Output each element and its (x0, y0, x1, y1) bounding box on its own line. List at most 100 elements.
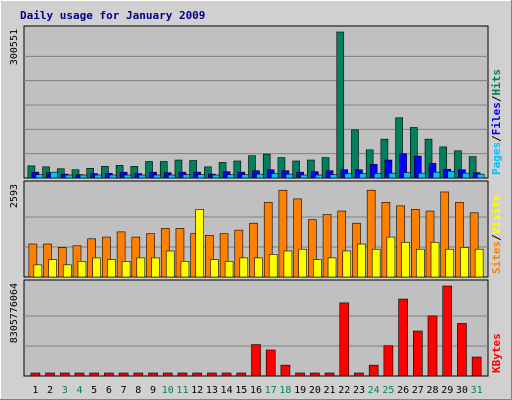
visits-bar (386, 236, 396, 278)
day-label: 19 (294, 385, 306, 396)
kbytes-bar (471, 356, 482, 377)
pages-bar (388, 172, 397, 179)
sites-bar (116, 231, 126, 278)
pages-bar (359, 173, 367, 179)
hits-bar (395, 117, 403, 179)
kbytes-bar (324, 372, 335, 377)
day-labels: 1 2 3 4 5 6 7 8 9 10 11 12 13 14 15 16 17 18 19 20 21 22 23 24 2… (32, 385, 482, 396)
kbytes-bar (310, 372, 320, 377)
day-label: 29 (441, 385, 453, 396)
kbytes-bar (280, 364, 291, 377)
pages-bar (109, 174, 117, 179)
day-label: 24 (368, 385, 380, 396)
day-label: 12 (191, 385, 203, 396)
hits-bar (351, 129, 359, 179)
plot-area (23, 25, 489, 179)
pages-bar (315, 174, 323, 179)
kbytes-bar (236, 372, 247, 377)
sites-bar (102, 236, 111, 278)
day-label: 22 (338, 385, 350, 396)
pages-bar (212, 174, 220, 179)
y-max-label: 300551 (9, 29, 20, 65)
files-bar (369, 164, 378, 179)
sites-bar (28, 243, 38, 278)
sites-bar (146, 233, 155, 278)
visits-bar (268, 254, 278, 278)
visits-bar (357, 243, 366, 278)
sites-bar (411, 209, 420, 278)
chart-panels: 300551Pages/Files/Hits2593Sites/Visits83… (9, 25, 503, 377)
day-label: 21 (324, 385, 336, 396)
hits-bar (321, 157, 330, 179)
visits-bar (77, 261, 87, 278)
hits-bar (86, 167, 94, 179)
kbytes-bar (265, 349, 276, 377)
panel-sites-visits: 2593 Sites/Visits (9, 180, 503, 278)
visits-bar (254, 257, 263, 278)
kbytes-bar (457, 323, 467, 377)
pages-bar (197, 174, 205, 179)
pages-bar (476, 173, 485, 179)
visits-bar (180, 261, 190, 278)
kbytes-bar (295, 372, 305, 377)
kbytes-bar (442, 285, 453, 377)
visits-bar (136, 257, 146, 278)
legend-kbytes: KBytes (490, 333, 503, 373)
pages-bar (403, 172, 411, 179)
pages-bar (167, 174, 176, 179)
kbytes-bar (413, 330, 423, 377)
hits-bar (424, 138, 433, 179)
visits-bar (430, 241, 440, 278)
day-label: 18 (279, 385, 291, 396)
hits-bar (307, 159, 315, 179)
visits-bar (342, 250, 352, 278)
hits-bar (71, 169, 80, 179)
day-label: 28 (426, 385, 438, 396)
hits-bar (468, 156, 477, 179)
chart-title: Daily usage for January 2009 (20, 9, 205, 22)
visits-bar (460, 247, 469, 278)
hits-bar (248, 155, 256, 179)
visits-bar (62, 264, 72, 278)
visits-bar (195, 209, 204, 278)
sites-bar (293, 198, 302, 278)
hits-bar (336, 31, 345, 179)
day-label: 27 (412, 385, 424, 396)
pages-bar (241, 174, 250, 179)
pages-bar (300, 174, 308, 179)
visits-bar (121, 261, 131, 278)
kbytes-bar (251, 344, 261, 377)
hits-bar (380, 138, 389, 179)
day-label: 9 (150, 385, 156, 396)
y-max-label: 2593 (9, 184, 20, 208)
pages-bar (373, 173, 382, 179)
pages-bar (285, 173, 294, 179)
legend-sites-visits: Sites/Visits (490, 195, 503, 275)
day-label: 26 (397, 385, 409, 396)
kbytes-bar (133, 372, 144, 377)
pages-bar (94, 174, 102, 179)
panel-kbytes: 8305776064 KBytes (9, 279, 503, 377)
hits-bar (204, 166, 212, 179)
sites-bar (455, 202, 464, 278)
visits-bar (239, 257, 249, 278)
pages-bar (64, 174, 73, 179)
pages-bar (432, 171, 441, 179)
pages-bar (418, 172, 426, 179)
legend-separator: / (490, 135, 503, 142)
kbytes-bar (221, 372, 232, 377)
kbytes-bar (104, 372, 114, 377)
day-label: 8 (135, 385, 141, 396)
visits-bar (313, 259, 322, 278)
sites-bar (366, 189, 376, 278)
day-label: 17 (265, 385, 277, 396)
visits-bar (33, 264, 43, 278)
legend-pages: Pages (490, 142, 503, 175)
hits-bar (454, 150, 462, 179)
legend-hits: Hits (490, 69, 503, 96)
hits-bar (292, 160, 300, 179)
pages-bar (226, 174, 235, 179)
visits-bar (416, 248, 425, 278)
